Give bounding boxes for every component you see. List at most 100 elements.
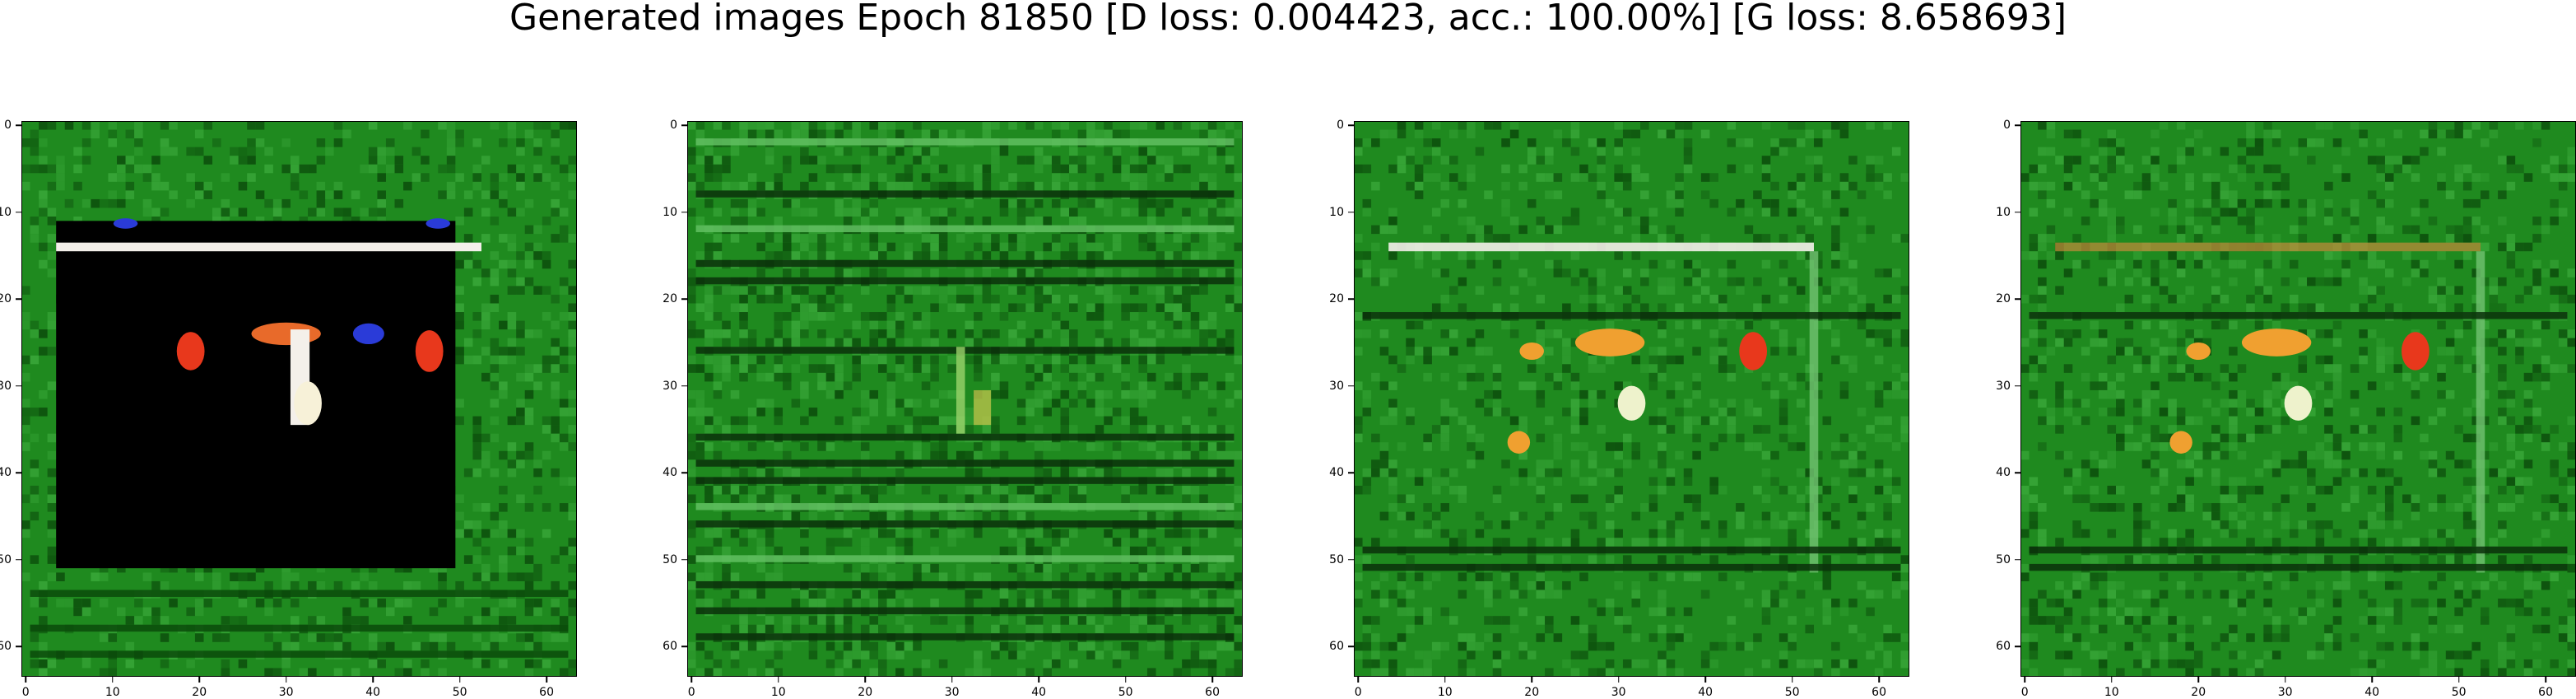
- frame-edge: [2476, 251, 2485, 572]
- x-tick-label: 50: [1785, 687, 1800, 698]
- orange-blob: [1508, 431, 1530, 454]
- x-tick-label: 20: [1524, 687, 1539, 698]
- y-tick-label: 30: [0, 380, 12, 392]
- orange-blob: [2242, 329, 2311, 356]
- generated-image-panel-3: 0 0 10 10 20 20 30 30 40 40 50 50 60 60: [1354, 121, 1909, 677]
- y-tick-mark: [681, 645, 687, 647]
- y-tick-label: 60: [663, 641, 677, 652]
- dark-line: [696, 190, 1235, 197]
- blue-blob: [114, 218, 138, 229]
- x-tick-label: 60: [1872, 687, 1886, 698]
- x-tick-mark: [1358, 677, 1360, 683]
- y-tick-label: 40: [1329, 467, 1344, 478]
- y-tick-mark: [16, 212, 21, 213]
- x-tick-mark: [2111, 677, 2113, 683]
- x-tick-label: 50: [453, 687, 467, 698]
- y-tick-mark: [681, 125, 687, 127]
- light-line: [696, 226, 1235, 232]
- y-tick-label: 0: [1337, 119, 1344, 131]
- generated-image-3: [1354, 121, 1909, 677]
- y-tick-mark: [2015, 212, 2020, 213]
- x-tick-label: 0: [1355, 687, 1362, 698]
- x-tick-mark: [1531, 677, 1532, 683]
- y-tick-mark: [2015, 559, 2020, 561]
- orange-blob: [1575, 329, 1644, 356]
- faint-stroke: [974, 390, 991, 425]
- y-tick-mark: [2015, 385, 2020, 387]
- dark-line: [30, 650, 569, 657]
- white-stripe: [1388, 243, 1814, 252]
- blue-blob: [425, 218, 450, 229]
- y-tick-label: 60: [1329, 641, 1344, 652]
- white-blob: [2285, 386, 2313, 421]
- y-tick-mark: [1348, 298, 1354, 300]
- dark-line: [696, 434, 1235, 440]
- light-line: [696, 503, 1235, 510]
- y-tick-mark: [1348, 125, 1354, 127]
- dark-line: [2030, 564, 2568, 571]
- x-tick-label: 40: [2364, 687, 2379, 698]
- dark-line: [696, 581, 1235, 588]
- y-tick-label: 10: [1329, 207, 1344, 218]
- red-blob: [2402, 332, 2430, 370]
- y-tick-label: 40: [663, 467, 677, 478]
- y-tick-mark: [1348, 472, 1354, 473]
- generated-image-panel-4: 0 0 10 10 20 20 30 30 40 40 50 50 60 60: [2020, 121, 2576, 677]
- x-tick-mark: [1792, 677, 1793, 683]
- x-tick-label: 20: [858, 687, 872, 698]
- y-tick-mark: [2015, 298, 2020, 300]
- x-tick-label: 30: [1611, 687, 1626, 698]
- x-tick-label: 60: [1205, 687, 1220, 698]
- x-tick-mark: [2371, 677, 2373, 683]
- x-tick-mark: [1878, 677, 1880, 683]
- y-tick-label: 60: [1996, 641, 2011, 652]
- frame-edge: [1810, 251, 1819, 572]
- y-tick-mark: [16, 472, 21, 473]
- y-tick-mark: [681, 559, 687, 561]
- y-tick-label: 20: [1996, 293, 2011, 305]
- x-tick-mark: [546, 677, 547, 683]
- generated-image-2: [687, 121, 1243, 677]
- y-tick-label: 30: [1996, 380, 2011, 392]
- x-tick-label: 10: [1438, 687, 1453, 698]
- y-tick-label: 50: [1996, 554, 2011, 566]
- white-stripe: [56, 243, 481, 252]
- red-blob: [177, 332, 205, 370]
- x-tick-mark: [112, 677, 114, 683]
- x-tick-mark: [459, 677, 461, 683]
- y-tick-mark: [16, 645, 21, 647]
- y-tick-mark: [2015, 472, 2020, 473]
- x-tick-label: 20: [192, 687, 207, 698]
- generated-image-4: [2020, 121, 2576, 677]
- x-tick-mark: [198, 677, 200, 683]
- x-tick-mark: [372, 677, 374, 683]
- y-tick-label: 40: [1996, 467, 2011, 478]
- x-tick-label: 30: [2278, 687, 2293, 698]
- dark-line: [696, 459, 1235, 466]
- dark-line: [696, 477, 1235, 483]
- y-tick-mark: [16, 559, 21, 561]
- y-tick-label: 30: [1329, 380, 1344, 392]
- y-tick-mark: [681, 212, 687, 213]
- y-tick-mark: [16, 125, 21, 127]
- x-tick-mark: [2197, 677, 2199, 683]
- y-tick-label: 20: [663, 293, 677, 305]
- x-tick-mark: [691, 677, 693, 683]
- x-tick-label: 0: [22, 687, 30, 698]
- y-tick-label: 0: [4, 119, 12, 131]
- y-tick-mark: [2015, 645, 2020, 647]
- dark-line: [696, 520, 1235, 527]
- faint-stroke: [956, 347, 965, 433]
- x-tick-mark: [1211, 677, 1213, 683]
- dark-line: [1363, 312, 1901, 319]
- light-line: [696, 138, 1235, 145]
- y-tick-mark: [681, 385, 687, 387]
- x-tick-label: 40: [365, 687, 380, 698]
- x-tick-mark: [2025, 677, 2026, 683]
- x-tick-mark: [1125, 677, 1127, 683]
- x-tick-mark: [1618, 677, 1620, 683]
- y-tick-mark: [681, 298, 687, 300]
- white-blob: [1618, 386, 1646, 421]
- x-tick-label: 40: [1031, 687, 1046, 698]
- red-blob: [416, 330, 444, 372]
